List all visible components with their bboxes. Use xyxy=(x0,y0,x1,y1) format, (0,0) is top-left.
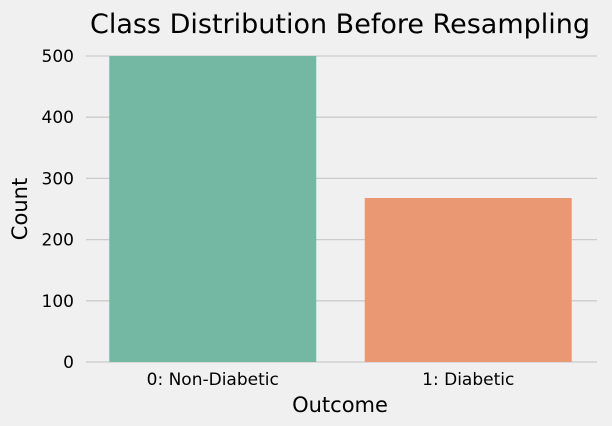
y-tick-label: 500 xyxy=(42,47,74,67)
y-tick-label: 0 xyxy=(63,353,74,373)
x-tick-label: 0: Non-Diabetic xyxy=(147,370,279,390)
bar-0 xyxy=(109,56,317,362)
x-tick-label: 1: Diabetic xyxy=(422,370,514,390)
y-tick-label: 100 xyxy=(42,292,74,312)
chart-title: Class Distribution Before Resampling xyxy=(90,9,590,40)
y-tick-label: 400 xyxy=(42,108,74,128)
y-tick-label: 300 xyxy=(42,169,74,189)
bar-1 xyxy=(364,197,572,362)
x-tick-labels: 0: Non-Diabetic 1: Diabetic xyxy=(147,370,515,390)
y-tick-label: 200 xyxy=(42,231,74,251)
x-axis-label: Outcome xyxy=(292,393,388,417)
bars xyxy=(109,56,572,362)
y-tick-labels: 0 100 200 300 400 500 xyxy=(42,47,74,373)
y-axis-label: Count xyxy=(8,178,32,240)
